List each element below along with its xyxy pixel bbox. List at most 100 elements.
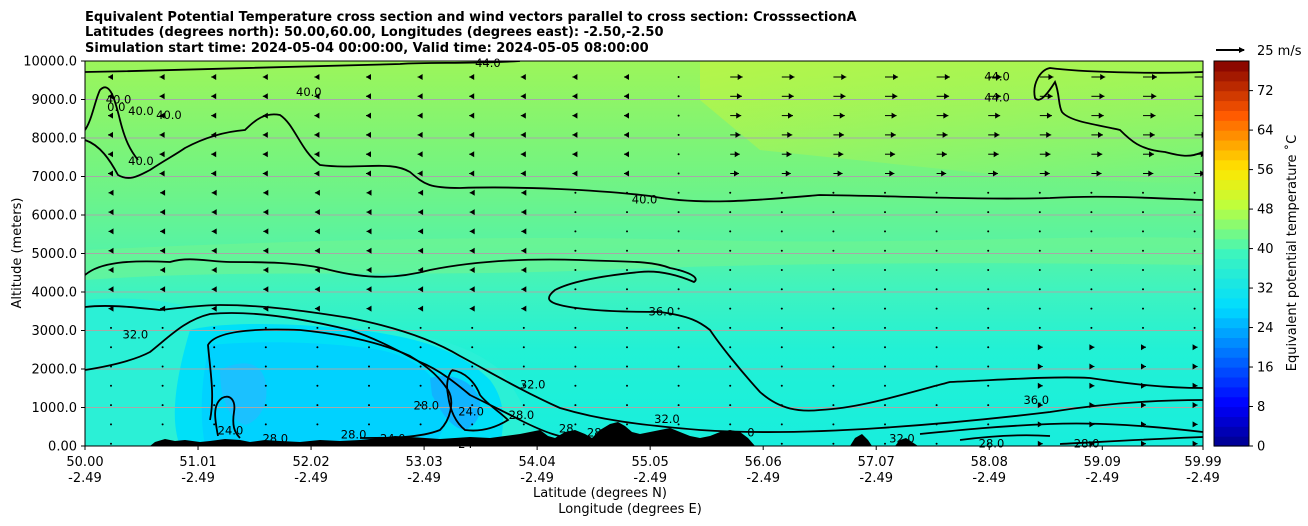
wind-vector-head xyxy=(469,131,475,138)
contour-label: 40.0 xyxy=(632,193,658,207)
wind-vector-head xyxy=(994,131,1000,138)
wind-vector xyxy=(1038,269,1041,271)
colorbar-band xyxy=(1214,199,1249,210)
wind-vector xyxy=(1142,307,1144,310)
wind-vector xyxy=(780,249,783,252)
wind-vector xyxy=(935,269,938,271)
contour-28 xyxy=(207,328,453,439)
wind-vector xyxy=(729,249,732,252)
contour-label: 40.0 xyxy=(128,104,154,118)
contour-label: 40.0 xyxy=(128,154,154,168)
wind-vector-head xyxy=(469,209,475,216)
wind-vector xyxy=(832,191,835,194)
wind-vector-head xyxy=(108,209,114,216)
wind-vector-head xyxy=(572,74,578,80)
wind-vector-head xyxy=(1089,363,1095,370)
contour-label: 28.0 xyxy=(262,431,288,445)
wind-vector-head xyxy=(469,228,475,235)
wind-vector-head xyxy=(1148,170,1154,177)
wind-vector xyxy=(626,249,628,252)
wind-vector-head xyxy=(314,286,320,293)
wind-vector-head xyxy=(1100,74,1106,80)
wind-vector-head xyxy=(160,286,166,293)
wind-vector xyxy=(626,288,628,291)
wind-vector xyxy=(368,346,370,349)
wind-vector xyxy=(677,114,680,117)
wind-vector-head xyxy=(837,170,843,177)
wind-vector-head xyxy=(735,131,741,138)
wind-vector-head xyxy=(1149,151,1155,158)
wind-vector xyxy=(884,384,886,387)
x-tick-label: 55.05 xyxy=(632,455,669,470)
wind-vector-head xyxy=(366,170,371,177)
colorbar-band xyxy=(1214,307,1249,319)
wind-vector-head xyxy=(314,93,320,100)
wind-vector xyxy=(935,365,938,368)
colorbar-band xyxy=(1214,367,1249,378)
wind-vector xyxy=(574,384,577,387)
wind-vector-head xyxy=(262,170,268,177)
y-axis: 0.00 1000.0 2000.0 3000.0 4000.0 5000.0 6000.0… xyxy=(23,55,85,455)
colorbar-band xyxy=(1214,238,1249,250)
contour-labels: 44.040.040.040.0 40.00.040.040.044.044.03… xyxy=(106,56,1100,451)
y-tick-label: 0.00 xyxy=(48,440,77,455)
wind-vector-head xyxy=(108,228,114,235)
colorbar-band xyxy=(1214,288,1249,299)
wind-vector xyxy=(729,404,732,407)
wind-vector xyxy=(1142,269,1144,271)
wind-vector-head xyxy=(572,93,578,100)
wind-vector xyxy=(780,442,783,445)
wind-vector-head xyxy=(314,305,320,312)
wind-vector-head xyxy=(521,228,527,235)
wind-vector xyxy=(1193,230,1196,233)
wind-vector-head xyxy=(734,151,740,158)
wind-vector xyxy=(213,326,216,329)
wind-vector xyxy=(161,404,164,407)
colorbar-band xyxy=(1214,436,1249,447)
wind-vector-head xyxy=(624,170,629,177)
contour-label: 28.0 xyxy=(341,427,367,441)
wind-vector xyxy=(316,384,319,387)
wind-vector xyxy=(626,384,628,387)
contour-label: 40.0 xyxy=(156,108,182,122)
wind-vector xyxy=(677,365,680,368)
wind-vector xyxy=(729,365,732,368)
wind-vector-head xyxy=(521,189,527,196)
contour-label: 28.0 xyxy=(1074,437,1100,451)
wind-vector-head xyxy=(1044,170,1050,177)
wind-vector xyxy=(1142,288,1144,291)
wind-vector-head xyxy=(211,228,217,235)
wind-vector-head xyxy=(211,286,217,293)
wind-vector-head xyxy=(892,93,898,100)
wind-vector-head xyxy=(314,247,320,254)
wind-vector xyxy=(832,365,835,368)
wind-vector xyxy=(884,423,886,426)
contour-24 xyxy=(214,369,510,439)
wind-vector xyxy=(884,191,886,194)
wind-vector-head xyxy=(1097,151,1103,158)
wind-vector xyxy=(316,365,319,368)
x-tick-label-lon: -2.49 xyxy=(520,471,554,486)
wind-vector xyxy=(1142,230,1144,233)
wind-vector-head xyxy=(211,93,217,100)
y-tick-label: 2000.0 xyxy=(32,363,78,378)
wind-vector xyxy=(110,404,112,407)
wind-vector xyxy=(471,346,474,349)
colorbar-band xyxy=(1214,149,1249,161)
contour-lines xyxy=(85,61,1203,445)
wind-vector-head xyxy=(1152,74,1158,80)
wind-vector-head xyxy=(160,247,166,254)
colorbar-band xyxy=(1214,406,1249,417)
wind-vector-head xyxy=(469,170,475,177)
wind-vector xyxy=(522,384,525,387)
wind-vector-head xyxy=(469,189,475,196)
colorbar-tick-label: 72 xyxy=(1257,84,1274,99)
wind-vector-head xyxy=(838,151,844,158)
wind-vector-head xyxy=(366,209,372,216)
contour-32-inner xyxy=(85,312,601,443)
wind-vector xyxy=(677,133,680,136)
wind-vector-head xyxy=(1200,170,1203,177)
contour-44-top xyxy=(85,61,521,73)
x-tick-label: 53.03 xyxy=(405,455,442,470)
wind-vector-head xyxy=(788,93,794,100)
